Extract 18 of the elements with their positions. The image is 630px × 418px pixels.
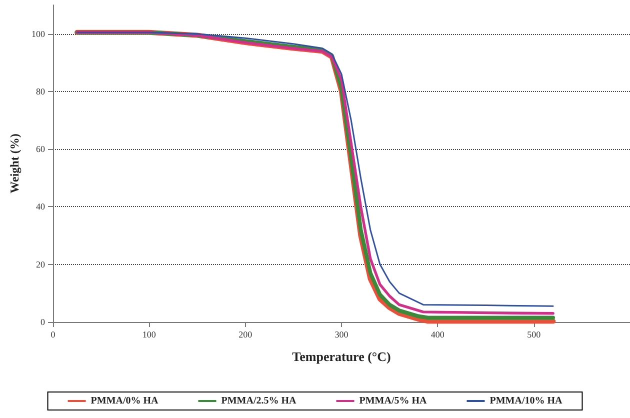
x-tick-label: 400 — [430, 330, 445, 340]
x-tick-label: 200 — [238, 330, 253, 340]
y-tick-label: 40 — [36, 202, 46, 212]
y-tick-label: 100 — [32, 28, 46, 39]
legend-label: PMMA/10% HA — [490, 396, 563, 406]
y-tick-label: 20 — [36, 259, 46, 270]
legend-label: PMMA/5% HA — [359, 396, 428, 406]
x-tick-label: 500 — [527, 330, 542, 340]
y-axis-title: Weight (%) — [8, 134, 22, 194]
legend-label: PMMA/2.5% HA — [221, 396, 298, 406]
x-tick-label: 100 — [142, 330, 156, 340]
y-tick-label: 60 — [36, 144, 46, 154]
y-tick-label: 0 — [40, 317, 46, 327]
x-tick-label: 0 — [50, 330, 56, 340]
y-tick-label: 80 — [36, 86, 46, 96]
x-axis-title: Temperature (°C) — [292, 349, 391, 364]
legend-label: PMMA/0% HA — [90, 396, 160, 406]
x-tick-label: 300 — [334, 330, 349, 340]
